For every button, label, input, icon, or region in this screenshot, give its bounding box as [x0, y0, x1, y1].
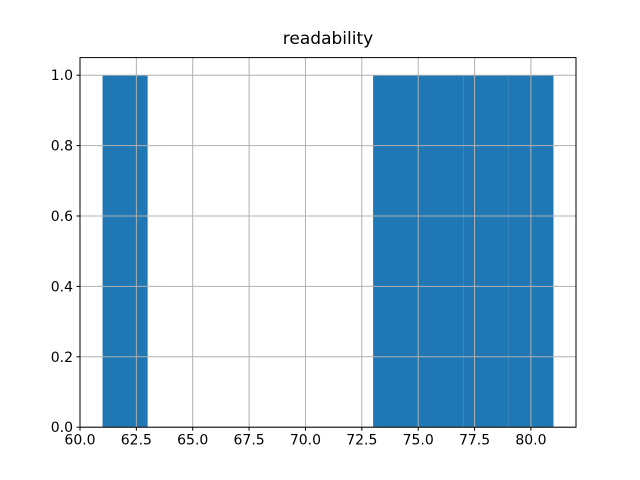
x-tick-label: 77.5 [459, 433, 490, 449]
histogram-bar [418, 75, 464, 428]
x-tick-label: 62.5 [121, 433, 152, 449]
x-tick-label: 60.0 [64, 433, 95, 449]
x-tick-label: 67.5 [234, 433, 265, 449]
y-tick-label: 0.0 [51, 420, 73, 436]
x-tick-label: 72.5 [346, 433, 377, 449]
plot-border [79, 57, 577, 428]
y-tick-label: 0.4 [51, 279, 73, 295]
histogram-bar [373, 75, 419, 428]
x-tick-label: 65.0 [177, 433, 208, 449]
y-tick-label: 1.0 [51, 68, 73, 84]
histogram-bar [463, 75, 509, 428]
y-tick-label: 0.2 [51, 350, 73, 366]
x-tick-label: 80.0 [515, 433, 546, 449]
histogram-bar [102, 75, 148, 428]
x-tick-label: 75.0 [403, 433, 434, 449]
chart-title: readability [282, 29, 374, 49]
y-tick-label: 0.6 [51, 209, 73, 225]
x-tick-label: 70.0 [290, 433, 321, 449]
y-tick-label: 0.8 [51, 139, 73, 155]
